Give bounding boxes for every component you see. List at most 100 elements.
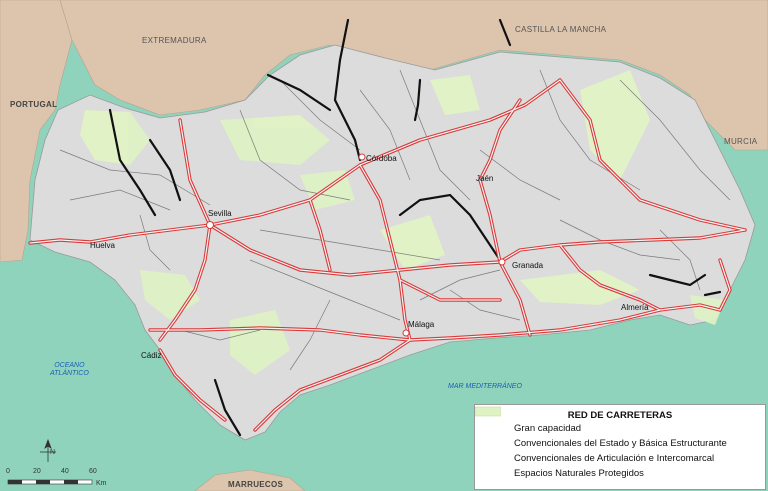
road-black [398,193,502,262]
compass-label: N [50,449,56,456]
road-red-core [309,199,331,271]
scale-tick-0: 0 [6,468,10,475]
city-malaga: Málaga [408,320,435,329]
legend-label-articulacion: Convencionales de Articulación e Interco… [514,453,715,464]
area-despenaperros [430,75,480,115]
city-markers [206,153,506,337]
estado-symbol-icon [475,409,507,450]
city-cordoba: Córdoba [366,154,397,163]
oceano-line2: ATLÁNTICO [50,370,89,377]
road-thin [239,109,351,201]
road-thin [619,79,731,201]
scale-bar-graphic [7,479,93,485]
scale-tick-20: 20 [33,468,41,475]
road-red-core [719,259,731,311]
road-thin [479,149,561,201]
city-jaen: Jaén [476,174,494,183]
road-red-core [559,244,661,311]
land-morocco [194,469,306,491]
road-black [498,18,512,47]
gran-capacidad-symbol-icon [475,409,507,435]
marker-cordoba [358,153,366,161]
road-red-core [359,164,411,341]
city-huelva: Huelva [90,241,115,250]
road-black [413,78,422,122]
road-red-core [479,179,501,263]
road-red-core [179,119,211,226]
legend-title: RED DE CARRETERAS [567,410,673,421]
legend-label-estado: Convencionales del Estado y Básica Estru… [514,438,727,449]
legend-item-estado: Convencionales del Estado y Básica Estru… [475,409,765,451]
compass-icon [40,438,56,462]
city-granada: Granada [512,261,544,270]
road-black [148,138,182,202]
marker-granada [498,258,506,266]
road-red-core [499,261,531,336]
road-red-core [29,224,211,244]
label-oceano-atlantico: OCEANO ATLÁNTICO [50,362,89,378]
city-almeria: Almería [621,303,649,312]
road-red-core [409,304,721,341]
area-cabo-gata [690,295,725,325]
road-red-core [559,79,746,231]
legend-item-articulacion: Convencionales de Articulación e Interco… [475,410,765,466]
road-red-core [149,327,411,341]
road-red-core [159,349,226,421]
espacios-symbol-icon [475,406,507,480]
road-red-core [479,99,521,181]
road-thin [289,299,331,371]
road-thin [259,229,441,261]
road-black [213,378,242,437]
road-black [333,18,362,162]
city-sevilla: Sevilla [208,209,232,218]
road-red-core [209,224,501,276]
area-grazalema [230,310,290,375]
area-subbetica [380,215,445,270]
road-red-core [399,279,501,301]
road-red-core [254,339,411,431]
road-thin [359,89,411,181]
road-black [108,108,157,217]
articulacion-symbol-icon [475,410,507,465]
road-thin [449,289,521,321]
marker-malaga [402,329,410,337]
road-thin [279,79,361,151]
scale-unit: Km [96,480,107,487]
legend-item-espacios: Espacios Naturales Protegidos [475,406,765,481]
label-castilla: CASTILLA LA MANCHA [515,25,607,34]
scale-tick-40: 40 [61,468,69,475]
road-red-core [159,224,211,341]
road-red-core [499,229,746,263]
oceano-line1: OCEANO [54,362,85,369]
road-thin [399,69,471,201]
road-thin [419,269,501,301]
label-portugal: PORTUGAL [10,100,58,109]
legend-label-espacios: Espacios Naturales Protegidos [514,468,644,479]
legend-item-gran-capacidad: Gran capacidad [475,409,765,436]
road-thin [139,214,171,271]
roads-gran-capacidad [28,78,747,432]
label-marruecos: MARRUECOS [228,480,284,489]
scale-tick-60: 60 [89,468,97,475]
label-extremadura: EXTREMADURA [142,36,207,45]
legend: RED DE CARRETERAS Gran capacidad Convenc… [474,404,766,490]
road-thin [559,219,681,261]
label-mar-mediterraneo: MAR MEDITERRÁNEO [448,383,522,390]
area-sierra-nevada [520,270,640,305]
road-black [703,290,722,297]
road-thin [69,189,171,211]
road-thin [59,149,211,206]
road-red-core [209,79,561,226]
road-black [648,273,707,287]
label-murcia: MURCIA [724,137,758,146]
road-thin [249,259,401,321]
roads-estado [108,18,722,437]
legend-label-gran-capacidad: Gran capacidad [514,423,582,434]
area-norte-sevilla [220,115,330,165]
marker-sevilla [206,221,214,229]
road-thin [179,329,261,341]
city-cadiz: Cádiz [141,351,162,360]
